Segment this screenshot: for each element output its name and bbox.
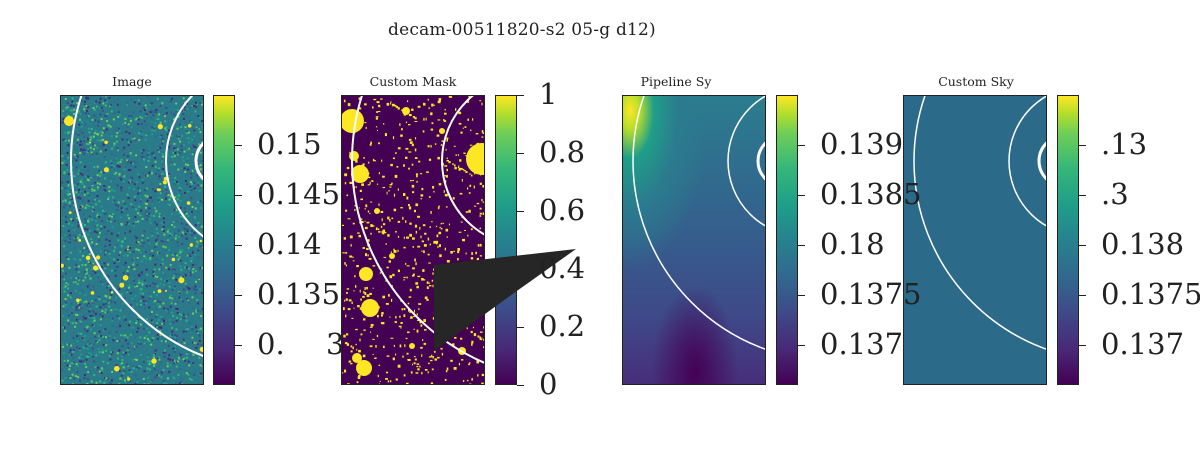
custom-sky-map xyxy=(913,96,1046,350)
custom-sky-panel xyxy=(903,95,1047,385)
colorbar-tick xyxy=(1079,245,1086,246)
colorbar-tick-label: 0.137 xyxy=(1101,327,1185,361)
colorbar-tick xyxy=(235,245,242,246)
colorbar-tick-label: .13 xyxy=(1101,127,1148,161)
colorbar-tick xyxy=(235,345,242,346)
colorbar-tick xyxy=(517,327,524,328)
colorbar-tick-label: 0.18 xyxy=(820,227,885,261)
colorbar-tick-label: 0.145 xyxy=(257,177,341,211)
colorbar-tick xyxy=(1079,295,1086,296)
colorbar-tick xyxy=(1079,145,1086,146)
colorbar-tick xyxy=(235,295,242,296)
colorbar-tick xyxy=(235,195,242,196)
panel-title-custom-mask: Custom Mask xyxy=(369,74,457,89)
colorbar-tick-label: 0.138 xyxy=(1101,227,1185,261)
colorbar-tick-label: 0.2 xyxy=(539,309,586,343)
colorbar-tick xyxy=(517,95,524,96)
pipeline-sky-colorbar xyxy=(776,95,798,385)
pipeline-sky-map xyxy=(623,96,765,384)
colorbar-tick xyxy=(798,195,805,196)
colorbar-tick-label: 0.14 xyxy=(257,227,322,261)
colorbar-tick-label: 0.1375 xyxy=(1101,277,1200,311)
colorbar-tick-label: 0.1385 xyxy=(820,177,922,211)
colorbar-tick xyxy=(517,211,524,212)
custom-mask-colorbar xyxy=(495,95,517,385)
colorbar-tick xyxy=(517,269,524,270)
colorbar-tick-label: 0. xyxy=(257,327,285,361)
panel-title-custom-sky: Custom Sky xyxy=(938,74,1014,89)
colorbar-tick-label: 0.4 xyxy=(539,251,586,285)
colorbar-tick xyxy=(517,153,524,154)
colorbar-tick-label: 0.15 xyxy=(257,127,322,161)
figure-title: decam-00511820-s2 05-g d12) xyxy=(388,20,656,40)
colorbar-tick xyxy=(517,385,524,386)
image-panel xyxy=(60,95,204,385)
colorbar-tick xyxy=(235,145,242,146)
custom-sky-colorbar xyxy=(1057,95,1079,385)
panel-title-image: Image xyxy=(112,74,152,89)
colorbar-tick-label: 0 xyxy=(539,367,558,401)
colorbar-tick-label: .3 xyxy=(1101,177,1129,211)
stray-tick-label: 3 xyxy=(326,327,345,361)
occluding-shape xyxy=(434,249,576,351)
colorbar-tick-label: 0.6 xyxy=(539,193,586,227)
image-colorbar xyxy=(213,95,235,385)
colorbar-tick xyxy=(1079,195,1086,196)
panel-title-pipeline-sky: Pipeline Sy xyxy=(640,74,712,89)
colorbar-tick-label: 0.135 xyxy=(257,277,341,311)
colorbar-tick xyxy=(798,245,805,246)
colorbar-tick-label: 1 xyxy=(539,77,558,111)
colorbar-tick xyxy=(798,145,805,146)
colorbar-tick-label: 0.1375 xyxy=(820,277,922,311)
colorbar-tick xyxy=(1079,345,1086,346)
colorbar-tick xyxy=(798,345,805,346)
pipeline-sky-panel xyxy=(622,95,766,385)
colorbar-tick-label: 0.139 xyxy=(820,127,904,161)
colorbar-tick-label: 0.8 xyxy=(539,135,586,169)
image-noise-map xyxy=(61,96,203,384)
colorbar-tick xyxy=(798,295,805,296)
colorbar-tick-label: 0.137 xyxy=(820,327,904,361)
